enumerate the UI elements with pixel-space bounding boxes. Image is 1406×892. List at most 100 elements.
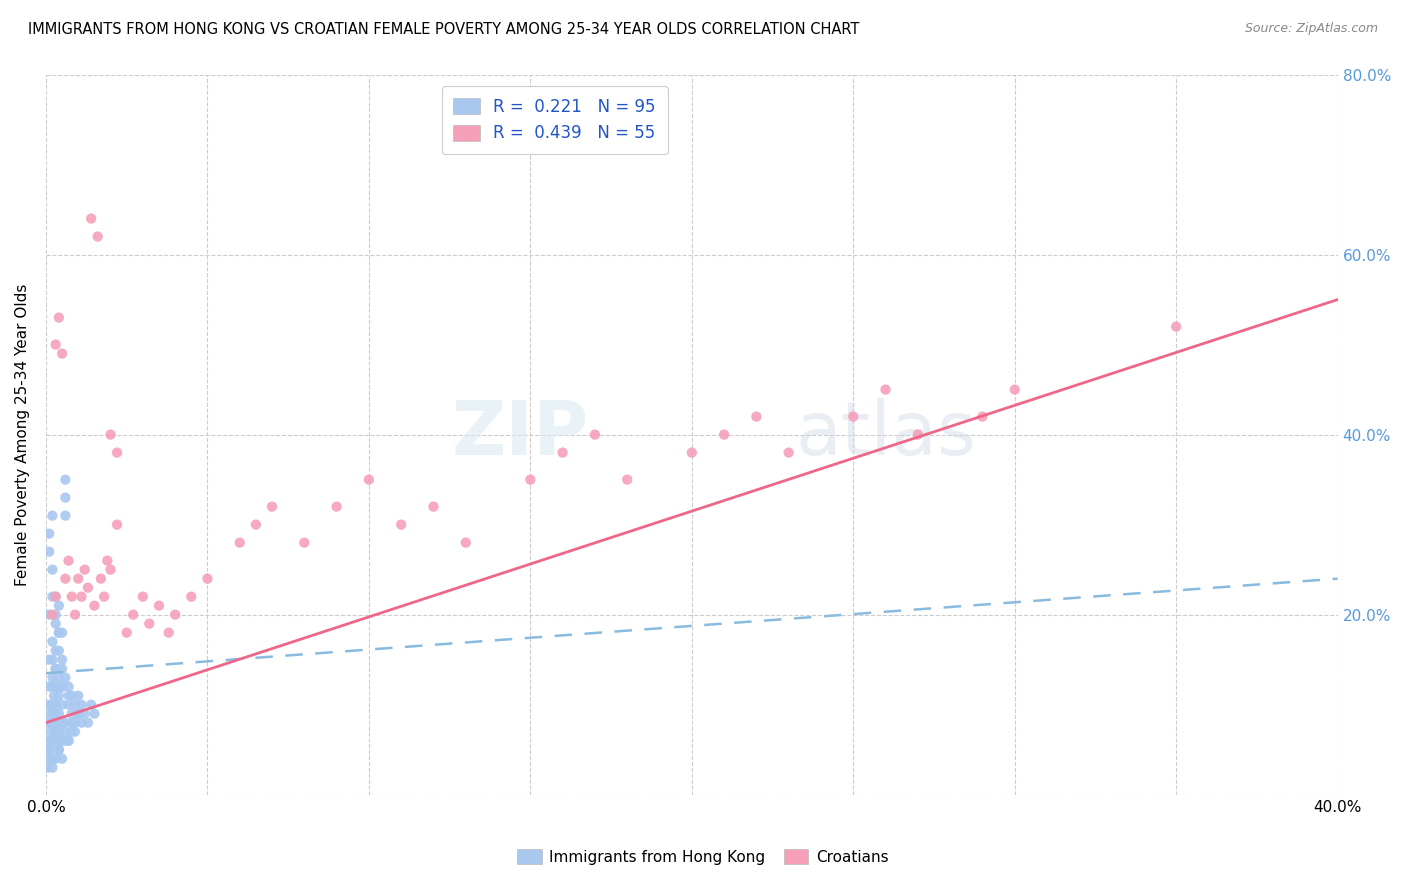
Point [38,653,60,667]
Point [45,733,67,747]
Point [51,625,73,640]
Point [48,724,70,739]
Point [58,680,80,694]
Point [45,715,67,730]
Point [63,607,86,622]
Point [77,581,100,595]
Point [67,572,90,586]
Point [41,761,63,775]
Text: Source: ZipAtlas.com: Source: ZipAtlas.com [1244,22,1378,36]
Point [41,563,63,577]
Point [39,724,62,739]
Point [197,572,219,586]
Point [67,706,90,721]
Point [53,572,76,586]
Point [70,715,93,730]
Point [41,508,63,523]
Point [325,500,347,514]
Point [165,607,187,622]
Point [51,733,73,747]
Point [41,706,63,721]
Point [63,698,86,712]
Point [48,715,70,730]
Point [260,500,283,514]
Point [115,625,138,640]
Point [41,590,63,604]
Point [122,607,145,622]
Point [875,383,897,397]
Point [454,535,477,549]
Y-axis label: Female Poverty Among 25-34 Year Olds: Female Poverty Among 25-34 Year Olds [15,284,30,586]
Point [41,653,63,667]
Text: ZIP: ZIP [451,398,589,471]
Point [48,310,70,325]
Point [37,761,59,775]
Point [53,671,76,685]
Point [51,733,73,747]
Point [51,346,73,360]
Point [53,508,76,523]
Point [73,706,96,721]
Point [519,473,541,487]
Point [100,427,122,442]
Point [38,715,60,730]
Point [90,572,112,586]
Point [80,698,103,712]
Point [41,634,63,648]
Point [778,445,800,459]
Point [38,733,60,747]
Point [180,590,202,604]
Point [58,733,80,747]
Point [45,337,67,351]
Point [60,689,83,703]
Point [48,599,70,613]
Point [45,616,67,631]
Point [41,671,63,685]
Point [51,680,73,694]
Point [48,706,70,721]
Point [42,689,65,703]
Point [972,409,994,424]
Point [58,689,80,703]
Point [41,752,63,766]
Point [745,409,768,424]
Point [157,625,180,640]
Point [357,473,380,487]
Point [41,733,63,747]
Point [39,706,62,721]
Point [41,715,63,730]
Point [38,680,60,694]
Point [422,500,444,514]
Point [132,590,155,604]
Point [292,535,315,549]
Point [48,742,70,756]
Point [616,473,638,487]
Point [51,698,73,712]
Point [389,517,412,532]
Point [45,752,67,766]
Point [58,733,80,747]
Point [45,698,67,712]
Point [48,742,70,756]
Point [53,733,76,747]
Point [60,724,83,739]
Point [45,643,67,657]
Point [45,662,67,676]
Point [48,625,70,640]
Text: atlas: atlas [796,398,976,471]
Point [51,680,73,694]
Point [100,563,122,577]
Point [41,698,63,712]
Point [48,671,70,685]
Point [38,607,60,622]
Point [77,715,100,730]
Point [1166,319,1188,334]
Point [713,427,735,442]
Point [38,715,60,730]
Point [551,445,574,459]
Point [83,706,105,721]
Point [53,473,76,487]
Point [148,599,170,613]
Legend: Immigrants from Hong Kong, Croatians: Immigrants from Hong Kong, Croatians [512,843,894,871]
Point [80,211,103,226]
